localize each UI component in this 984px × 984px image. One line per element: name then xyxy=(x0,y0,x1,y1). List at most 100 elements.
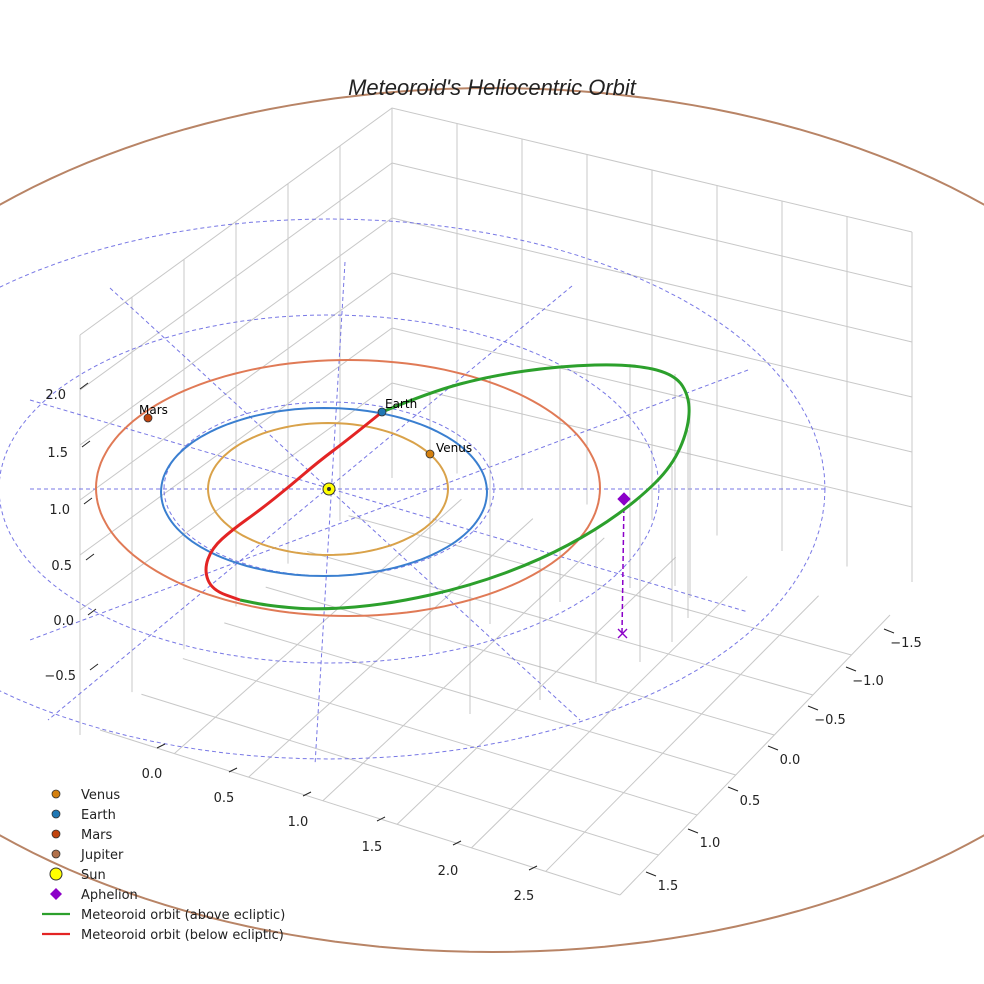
pane-floor-edge xyxy=(99,729,621,896)
z-axis-tick xyxy=(79,382,89,390)
pane-grid-line xyxy=(391,217,913,343)
legend-item[interactable]: Meteoroid orbit (below ecliptic) xyxy=(42,928,284,943)
y-axis-tick xyxy=(727,786,739,792)
y-axis-tick-label: 0.0 xyxy=(780,753,801,768)
pane-grid-line xyxy=(391,272,913,398)
planet-labels: Venus Earth Mars xyxy=(139,397,472,455)
legend-item[interactable]: Earth xyxy=(51,808,116,823)
z-axis-tick xyxy=(85,553,95,561)
planet-orbits xyxy=(0,86,984,954)
earth-label: Earth xyxy=(385,397,417,411)
y-axis-tick-label: −0.5 xyxy=(814,713,846,728)
z-axis-tick-label: −0.5 xyxy=(44,669,76,684)
legend-label: Jupiter xyxy=(80,848,124,863)
x-axis-tick xyxy=(376,816,386,822)
y-axis-tick xyxy=(645,871,657,877)
y-axis-tick xyxy=(687,828,699,834)
markers xyxy=(143,407,631,639)
x-axis-tick-label: 0.5 xyxy=(214,791,235,806)
pane-grid-line xyxy=(173,498,462,754)
earth-orbit xyxy=(159,406,488,578)
meteoroid-orbit-below xyxy=(204,410,383,602)
legend-label: Meteoroid orbit (above ecliptic) xyxy=(81,908,285,923)
aphelion-projection-marker xyxy=(617,628,628,639)
y-axis-tick-label: 1.0 xyxy=(700,836,721,851)
legend-item[interactable]: Sun xyxy=(49,867,106,883)
pane-grid-line xyxy=(79,327,393,556)
ecliptic-spoke xyxy=(47,285,573,721)
y-axis-tick xyxy=(883,628,895,634)
x-axis-tick-label: 0.0 xyxy=(142,767,163,782)
aphelion-marker xyxy=(617,492,631,506)
x-axis-tick xyxy=(228,767,238,773)
legend-label: Venus xyxy=(81,788,120,803)
z-axis-tick-label: 0.0 xyxy=(53,614,74,629)
y-axis-tick xyxy=(767,745,779,751)
legend-label: Earth xyxy=(81,808,116,823)
pane-grid-line xyxy=(396,556,677,825)
y-axis-tick xyxy=(845,666,857,672)
y-axis-tick-label: −1.5 xyxy=(890,636,922,651)
legend-item[interactable]: Jupiter xyxy=(51,848,124,863)
ecliptic-spoke xyxy=(29,369,749,641)
z-axis-tick xyxy=(87,608,97,616)
pane-grid-line xyxy=(182,658,698,816)
chart-title: Meteoroid's Heliocentric Orbit xyxy=(348,75,637,100)
pane-grid-line xyxy=(307,550,813,696)
y-axis-tick xyxy=(807,705,819,711)
jupiter-orbit xyxy=(0,86,984,954)
sun-core-marker xyxy=(327,487,331,491)
pane-grid-line xyxy=(79,217,393,446)
ecliptic-ring xyxy=(0,314,660,664)
ecliptic-grid xyxy=(0,218,828,766)
pane-grid-line xyxy=(265,586,775,736)
x-axis-tick-label: 2.0 xyxy=(438,864,459,879)
legend-marker xyxy=(50,888,62,900)
pane-top-edge xyxy=(79,107,913,336)
legend-label: Sun xyxy=(81,868,106,883)
z-axis-tick xyxy=(81,440,91,448)
legend[interactable]: Venus Earth Mars Jupiter Sun Aphelion Meteoroi… xyxy=(42,788,285,943)
pane-grid-line xyxy=(348,515,852,656)
legend-marker xyxy=(49,867,63,881)
x-axis-tick-label: 1.0 xyxy=(288,815,309,830)
pane-grid-line xyxy=(322,537,605,802)
drop-lines xyxy=(429,364,691,714)
z-axis-tick-label: 2.0 xyxy=(45,388,66,403)
z-axis-tick-label: 1.0 xyxy=(49,503,70,518)
pane-grid-line xyxy=(391,327,913,453)
legend-marker xyxy=(51,809,61,819)
ecliptic-spoke xyxy=(29,399,749,613)
pane-floor-edge xyxy=(619,614,891,896)
x-axis-tick xyxy=(528,865,538,871)
legend-item[interactable]: Aphelion xyxy=(50,888,138,903)
z-axis-tick-label: 0.5 xyxy=(51,559,72,574)
venus-label: Venus xyxy=(436,441,472,455)
pane-grid-line xyxy=(79,382,393,611)
mars-label: Mars xyxy=(139,403,168,417)
meteoroid-orbit-above xyxy=(239,363,691,611)
meteoroid-orbit xyxy=(204,363,691,611)
legend-label: Meteoroid orbit (below ecliptic) xyxy=(81,928,284,943)
pane-grid-line xyxy=(79,162,393,391)
ecliptic-spoke xyxy=(109,287,581,721)
pane-grid-line xyxy=(471,576,748,849)
x-axis-tick-label: 2.5 xyxy=(514,889,535,904)
legend-item[interactable]: Mars xyxy=(51,828,113,843)
x-axis-tick-label: 1.5 xyxy=(362,840,383,855)
y-axis-tick-label: 1.5 xyxy=(658,879,679,894)
ecliptic-ring xyxy=(163,401,495,577)
pane-grid-line xyxy=(141,693,659,856)
legend-item[interactable]: Meteoroid orbit (above ecliptic) xyxy=(42,908,285,923)
venus-orbit xyxy=(206,421,449,557)
z-axis-tick xyxy=(83,497,93,505)
y-axis-tick-label: 0.5 xyxy=(740,794,761,809)
x-axis-tick xyxy=(156,743,166,749)
aphelion-drop-line xyxy=(621,499,625,634)
legend-item[interactable]: Venus xyxy=(51,788,120,803)
legend-label: Aphelion xyxy=(81,888,138,903)
legend-marker xyxy=(51,789,61,799)
legend-marker xyxy=(51,849,61,859)
pane-grid-line xyxy=(224,622,736,776)
z-axis-tick-label: 1.5 xyxy=(47,446,68,461)
